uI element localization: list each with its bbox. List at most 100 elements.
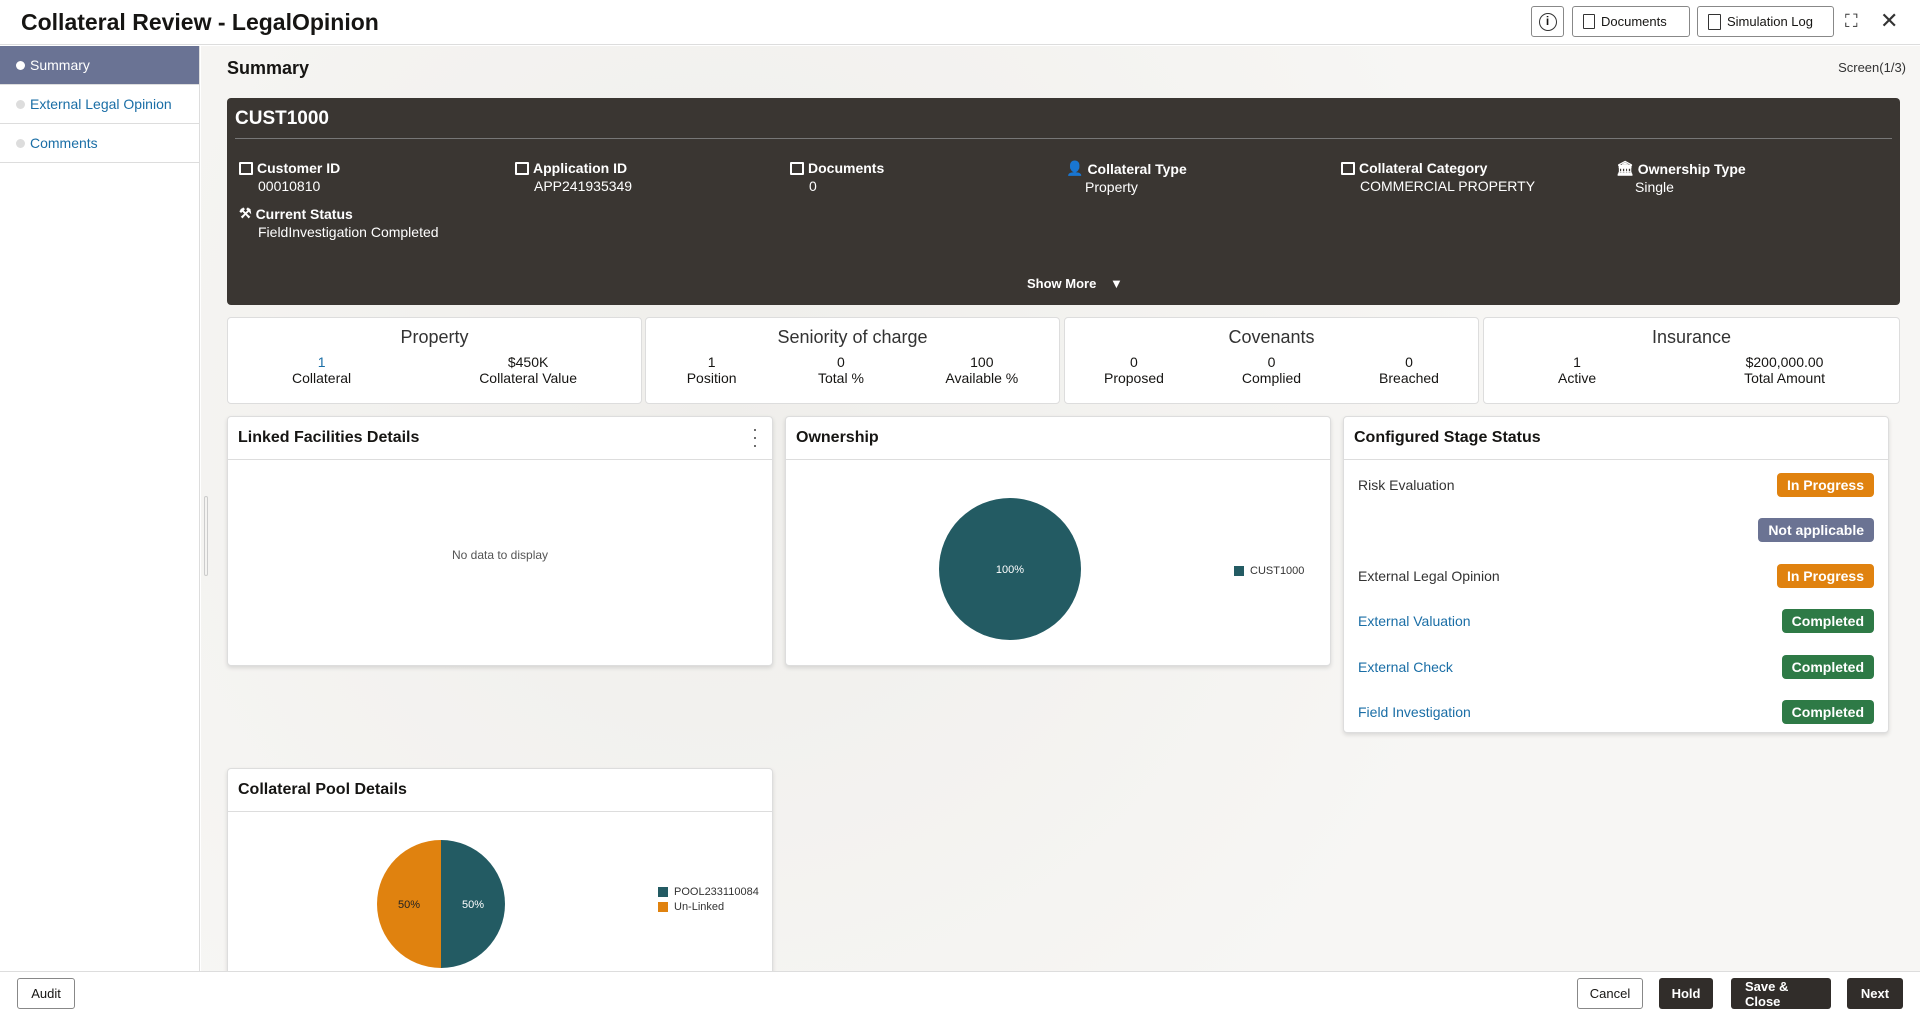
field-ownership-type: 🏛 Ownership Type Single — [1616, 160, 1746, 195]
stat-value: $450K — [507, 354, 549, 370]
field-value: Property — [1085, 179, 1138, 195]
stat-card-insurance: Insurance 1 Active $200,000.00 Total Amount — [1483, 317, 1900, 404]
documents-button[interactable]: Documents — [1572, 6, 1690, 37]
stat-label: Total Amount — [1744, 370, 1826, 386]
collateral-pool-card: Collateral Pool Details 50% 50% POOL2331… — [227, 768, 773, 988]
pie-slice-unlinked[interactable] — [377, 840, 441, 968]
field-collateral-type: 👤 Collateral Type Property — [1066, 160, 1187, 195]
pie-slice-cust1000[interactable] — [939, 498, 1081, 640]
status-badge: In Progress — [1776, 472, 1874, 497]
card-title: Ownership — [786, 417, 1330, 460]
field-value: FieldInvestigation Completed — [258, 224, 439, 240]
stat-card-seniority: Seniority of charge 1 Position 0 Total % 100… — [645, 317, 1060, 404]
cancel-button[interactable]: Cancel — [1577, 978, 1643, 1009]
stat-title: Seniority of charge — [777, 327, 928, 347]
field-label: Customer ID — [257, 160, 341, 176]
status-badge: Completed — [1781, 700, 1874, 725]
ownership-pie-chart: 100% — [939, 498, 1081, 640]
stat-label: Collateral Value — [479, 370, 577, 386]
simulation-log-button[interactable]: Simulation Log — [1697, 6, 1834, 37]
stat-value: $200,000.00 — [1745, 354, 1824, 370]
audit-button[interactable]: Audit — [17, 978, 75, 1009]
slice-label: 50% — [398, 899, 420, 911]
stat-label: Complied — [1241, 370, 1302, 386]
legend-swatch — [658, 887, 668, 898]
screen-indicator: Screen(1/3) — [1838, 60, 1906, 75]
status-badge: Not applicable — [1758, 518, 1874, 543]
info-icon: i — [1538, 12, 1557, 31]
sidebar-item-comments[interactable]: Comments — [0, 124, 199, 163]
legend-item[interactable]: CUST1000 — [1234, 565, 1304, 577]
stage-row: External Check Completed — [1344, 644, 1888, 690]
log-icon — [1708, 13, 1721, 30]
sidebar: Summary External Legal Opinion Comments — [0, 46, 200, 971]
stage-name[interactable]: External Valuation — [1358, 613, 1471, 630]
stat-card-covenants: Covenants 0 Proposed 0 Complied 0 Breached — [1064, 317, 1479, 404]
slice-label: 50% — [462, 899, 484, 911]
close-icon[interactable]: ✕ — [1880, 8, 1899, 33]
divider — [235, 138, 1892, 139]
stat-label: Available % — [945, 370, 1019, 386]
stage-name: Risk Evaluation — [1358, 476, 1455, 493]
gavel-icon: ⚒ — [239, 205, 252, 221]
legend-label: CUST1000 — [1250, 565, 1305, 577]
status-badge: Completed — [1781, 654, 1874, 679]
empty-message: No data to display — [451, 548, 549, 562]
more-options-icon[interactable]: · · · — [752, 419, 758, 455]
stat-title: Insurance — [1651, 327, 1732, 347]
main-content: Summary Screen(1/3) CUST1000 Customer ID… — [201, 46, 1920, 988]
next-button[interactable]: Next — [1847, 978, 1903, 1009]
stage-name[interactable]: Field Investigation — [1358, 704, 1471, 721]
field-current-status: ⚒ Current Status FieldInvestigation Comple… — [239, 205, 439, 240]
person-icon: 👤 — [1066, 160, 1084, 176]
step-dot-icon — [16, 99, 25, 109]
stat-value: 1 — [1573, 354, 1581, 370]
documents-label: Documents — [1601, 14, 1667, 29]
caret-down-icon: ▼ — [1109, 276, 1123, 291]
sidebar-item-summary[interactable]: Summary — [0, 46, 199, 85]
legend-label: Un-Linked — [674, 901, 725, 913]
legend-label: POOL233110084 — [674, 886, 759, 898]
stat-value: 1 — [707, 354, 716, 370]
pool-pie-chart: 50% 50% — [377, 840, 505, 968]
stage-name[interactable]: External Check — [1358, 658, 1453, 675]
stat-value: 0 — [1405, 354, 1413, 370]
legend-item[interactable]: POOL233110084 — [658, 886, 759, 898]
field-label: Application ID — [533, 160, 628, 176]
customer-summary-card: CUST1000 Customer ID 00010810 Application… — [227, 98, 1900, 305]
field-value: 00010810 — [258, 178, 321, 194]
field-value: 0 — [809, 178, 817, 194]
hold-button[interactable]: Hold — [1659, 978, 1713, 1009]
customer-name: CUST1000 — [235, 108, 329, 129]
field-value: APP241935349 — [534, 178, 633, 194]
stat-value: 0 — [837, 354, 845, 370]
field-label: Collateral Type — [1087, 160, 1187, 177]
sidebar-item-label: External Legal Opinion — [30, 96, 172, 112]
stage-row: Not applicable — [1344, 508, 1888, 554]
sidebar-item-label: Comments — [30, 135, 98, 151]
stat-label: Active — [1557, 370, 1597, 386]
stat-card-property: Property 1 Collateral $450K Collateral Valu… — [227, 317, 642, 404]
stage-name: External Legal Opinion — [1358, 567, 1500, 584]
legend-item[interactable]: Un-Linked — [658, 901, 759, 913]
field-application-id: Application ID APP241935349 — [515, 160, 632, 194]
stat-label: Breached — [1379, 370, 1439, 386]
info-button[interactable]: i — [1531, 6, 1564, 37]
field-label: Ownership Type — [1637, 160, 1746, 177]
sidebar-resize-handle[interactable] — [204, 496, 208, 576]
show-more-button[interactable]: Show More ▼ — [1027, 276, 1123, 291]
field-value: Single — [1635, 179, 1674, 195]
save-close-button[interactable]: Save & Close — [1731, 978, 1831, 1009]
step-dot-icon — [16, 138, 25, 148]
stat-value[interactable]: 1 — [317, 354, 326, 370]
collapse-icon[interactable]: ⛶ — [1845, 11, 1858, 31]
legend-swatch — [1234, 566, 1244, 577]
stage-row: External Valuation Completed — [1344, 599, 1888, 645]
sidebar-item-external-legal-opinion[interactable]: External Legal Opinion — [0, 85, 199, 124]
pie-slice-pool[interactable] — [441, 840, 505, 968]
stat-label: Collateral — [292, 370, 352, 386]
status-badge: Completed — [1781, 609, 1874, 634]
stat-title: Property — [400, 327, 469, 347]
stage-row: Risk Evaluation In Progress — [1344, 462, 1888, 508]
stage-row: External Legal Opinion In Progress — [1344, 553, 1888, 599]
